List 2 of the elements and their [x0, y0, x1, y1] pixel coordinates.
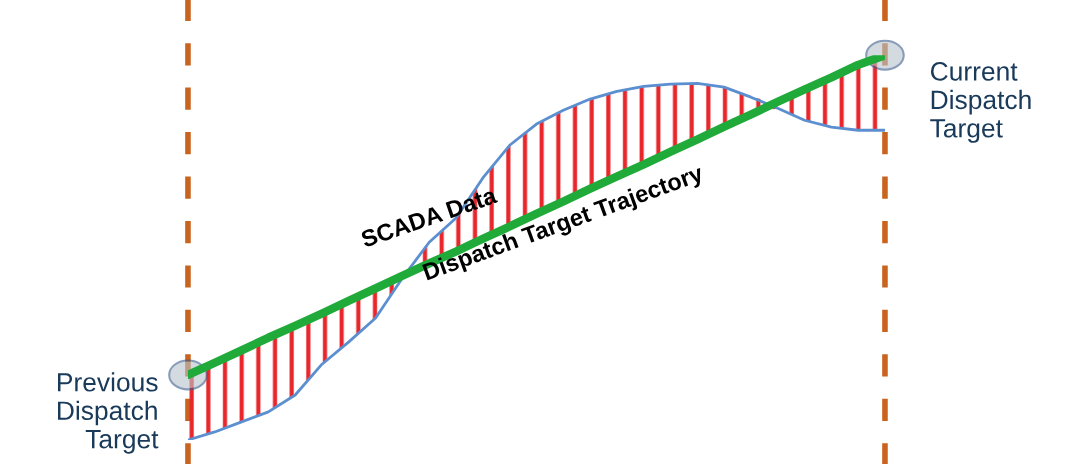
text: Current Dispatch Target: [930, 62, 1031, 143]
text: Previous Dispatch Target: [58, 372, 159, 454]
